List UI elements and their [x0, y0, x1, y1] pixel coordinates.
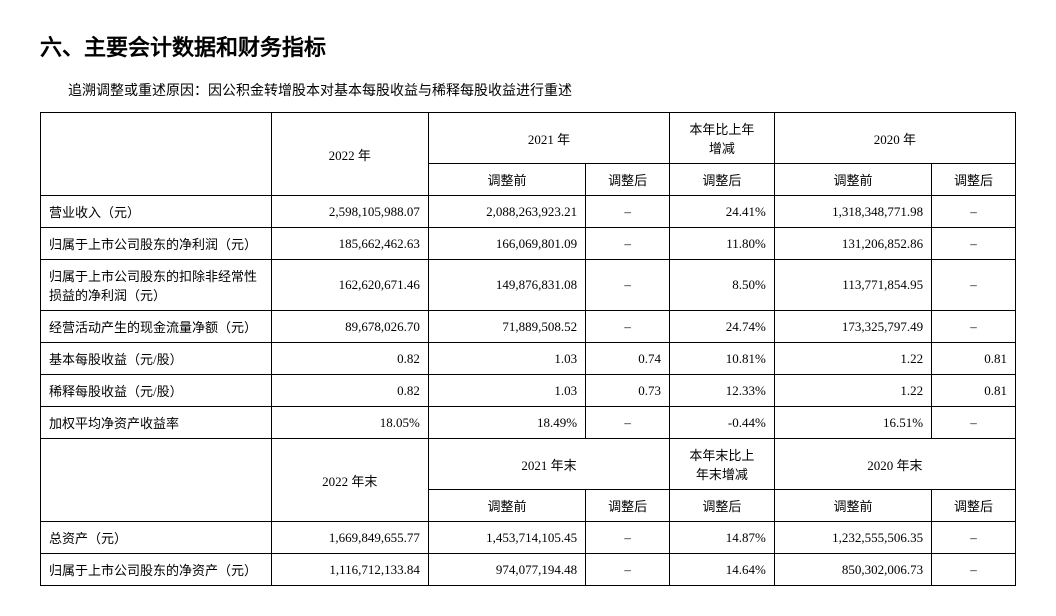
cell-change: 11.80%	[670, 228, 775, 260]
cell-2020-after: –	[932, 311, 1016, 343]
col-yoy-end-after: 调整后	[670, 490, 775, 522]
cell-2021-before: 1.03	[428, 375, 585, 407]
cell-2021-after: 0.73	[586, 375, 670, 407]
cell-change: 14.87%	[670, 522, 775, 554]
section-title: 六、主要会计数据和财务指标	[40, 30, 1016, 62]
cell-2020-before: 131,206,852.86	[774, 228, 931, 260]
col-2021: 2021 年	[428, 113, 669, 164]
cell-2020-after: 0.81	[932, 343, 1016, 375]
col-2020-before: 调整前	[774, 164, 931, 196]
col-2022-end: 2022 年末	[271, 439, 428, 522]
col-2020: 2020 年	[774, 113, 1015, 164]
col-2020-end: 2020 年末	[774, 439, 1015, 490]
cell-2020-after: 0.81	[932, 375, 1016, 407]
restatement-note: 追溯调整或重述原因：因公积金转增股本对基本每股收益与稀释每股收益进行重述	[40, 80, 1016, 100]
cell-2021-before: 166,069,801.09	[428, 228, 585, 260]
cell-change: 14.64%	[670, 554, 775, 586]
row-label: 归属于上市公司股东的净利润（元）	[41, 228, 272, 260]
col-2020-after: 调整后	[932, 164, 1016, 196]
table-row: 基本每股收益（元/股）0.821.030.7410.81%1.220.81	[41, 343, 1016, 375]
col-2020-end-after: 调整后	[932, 490, 1016, 522]
col-2020-end-before: 调整前	[774, 490, 931, 522]
table-row: 营业收入（元）2,598,105,988.072,088,263,923.21–…	[41, 196, 1016, 228]
row-label: 归属于上市公司股东的净资产（元）	[41, 554, 272, 586]
cell-2020-after: –	[932, 522, 1016, 554]
cell-2020-before: 1.22	[774, 375, 931, 407]
col-2021-before: 调整前	[428, 164, 585, 196]
col-2021-end-after: 调整后	[586, 490, 670, 522]
cell-2022: 162,620,671.46	[271, 260, 428, 311]
cell-2022: 18.05%	[271, 407, 428, 439]
cell-2022: 89,678,026.70	[271, 311, 428, 343]
cell-change: 12.33%	[670, 375, 775, 407]
cell-2021-after: –	[586, 554, 670, 586]
row-label: 归属于上市公司股东的扣除非经常性损益的净利润（元）	[41, 260, 272, 311]
cell-2021-before: 1,453,714,105.45	[428, 522, 585, 554]
cell-2021-after: –	[586, 407, 670, 439]
cell-2021-after: –	[586, 311, 670, 343]
col-blank	[41, 113, 272, 196]
cell-2020-before: 850,302,006.73	[774, 554, 931, 586]
cell-2021-before: 71,889,508.52	[428, 311, 585, 343]
cell-2020-before: 173,325,797.49	[774, 311, 931, 343]
table-row: 归属于上市公司股东的净利润（元）185,662,462.63166,069,80…	[41, 228, 1016, 260]
row-label: 总资产（元）	[41, 522, 272, 554]
col-2021-end-before: 调整前	[428, 490, 585, 522]
cell-2021-after: –	[586, 228, 670, 260]
row-label: 稀释每股收益（元/股）	[41, 375, 272, 407]
table-row: 稀释每股收益（元/股）0.821.030.7312.33%1.220.81	[41, 375, 1016, 407]
cell-2020-after: –	[932, 228, 1016, 260]
cell-2020-before: 1,318,348,771.98	[774, 196, 931, 228]
cell-2020-before: 1,232,555,506.35	[774, 522, 931, 554]
col-yoy-end: 本年末比上 年末增减	[670, 439, 775, 490]
cell-2022: 0.82	[271, 343, 428, 375]
table-row: 归属于上市公司股东的净资产（元）1,116,712,133.84974,077,…	[41, 554, 1016, 586]
header-end-row-1: 2022 年末 2021 年末 本年末比上 年末增减 2020 年末	[41, 439, 1016, 490]
header-row-1: 2022 年 2021 年 本年比上年 增减 2020 年	[41, 113, 1016, 164]
cell-2022: 1,116,712,133.84	[271, 554, 428, 586]
row-label: 加权平均净资产收益率	[41, 407, 272, 439]
cell-2020-before: 1.22	[774, 343, 931, 375]
cell-2022: 2,598,105,988.07	[271, 196, 428, 228]
col-blank-end	[41, 439, 272, 522]
cell-2022: 0.82	[271, 375, 428, 407]
financial-table: 2022 年 2021 年 本年比上年 增减 2020 年 调整前 调整后 调整…	[40, 112, 1016, 586]
cell-2021-before: 2,088,263,923.21	[428, 196, 585, 228]
table-row: 归属于上市公司股东的扣除非经常性损益的净利润（元）162,620,671.461…	[41, 260, 1016, 311]
cell-2020-after: –	[932, 407, 1016, 439]
col-2021-after: 调整后	[586, 164, 670, 196]
table-row: 加权平均净资产收益率18.05%18.49%–-0.44%16.51%–	[41, 407, 1016, 439]
col-yoy: 本年比上年 增减	[670, 113, 775, 164]
cell-2022: 1,669,849,655.77	[271, 522, 428, 554]
table-row: 总资产（元）1,669,849,655.771,453,714,105.45–1…	[41, 522, 1016, 554]
row-label: 基本每股收益（元/股）	[41, 343, 272, 375]
col-2021-end: 2021 年末	[428, 439, 669, 490]
cell-2020-after: –	[932, 196, 1016, 228]
col-2022: 2022 年	[271, 113, 428, 196]
cell-2021-before: 149,876,831.08	[428, 260, 585, 311]
cell-2021-after: –	[586, 522, 670, 554]
cell-change: 24.74%	[670, 311, 775, 343]
cell-2022: 185,662,462.63	[271, 228, 428, 260]
table-row: 经营活动产生的现金流量净额（元）89,678,026.7071,889,508.…	[41, 311, 1016, 343]
cell-2020-after: –	[932, 554, 1016, 586]
cell-2021-before: 18.49%	[428, 407, 585, 439]
cell-2021-before: 1.03	[428, 343, 585, 375]
cell-2020-before: 113,771,854.95	[774, 260, 931, 311]
cell-2021-after: –	[586, 196, 670, 228]
row-label: 营业收入（元）	[41, 196, 272, 228]
cell-change: -0.44%	[670, 407, 775, 439]
cell-2021-before: 974,077,194.48	[428, 554, 585, 586]
row-label: 经营活动产生的现金流量净额（元）	[41, 311, 272, 343]
cell-2021-after: 0.74	[586, 343, 670, 375]
cell-2021-after: –	[586, 260, 670, 311]
cell-2020-before: 16.51%	[774, 407, 931, 439]
cell-2020-after: –	[932, 260, 1016, 311]
cell-change: 10.81%	[670, 343, 775, 375]
cell-change: 8.50%	[670, 260, 775, 311]
cell-change: 24.41%	[670, 196, 775, 228]
col-yoy-after: 调整后	[670, 164, 775, 196]
